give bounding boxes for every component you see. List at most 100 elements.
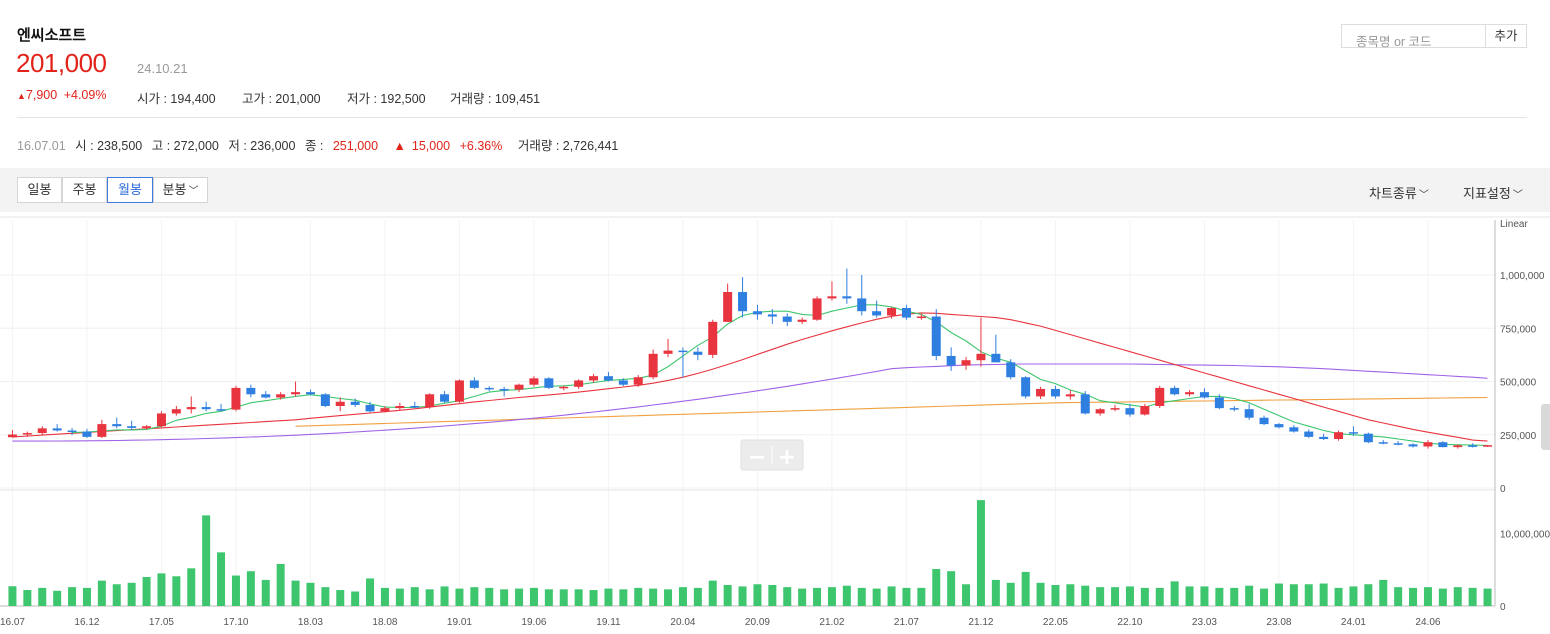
up-arrow-icon: ▲ bbox=[393, 139, 406, 153]
volume-bar bbox=[1200, 586, 1209, 606]
candle bbox=[916, 316, 926, 319]
tab-week[interactable]: 주봉 bbox=[62, 177, 107, 203]
candle bbox=[872, 311, 882, 316]
hover-change: ▲ 15,000 +6.36% bbox=[393, 139, 503, 153]
volume-bar bbox=[1066, 584, 1075, 606]
candle bbox=[425, 394, 435, 408]
volume-bar bbox=[38, 587, 47, 606]
volume-bar bbox=[559, 589, 568, 606]
ma20-line bbox=[12, 312, 1488, 442]
x-tick-label: 18.03 bbox=[298, 617, 323, 628]
candle bbox=[261, 394, 271, 398]
candle bbox=[22, 433, 32, 435]
volume-bar bbox=[544, 589, 553, 606]
candle bbox=[1438, 442, 1448, 448]
change-amount: 7,900 bbox=[25, 88, 58, 102]
side-panel-handle[interactable] bbox=[1541, 404, 1550, 450]
volume-bar bbox=[902, 587, 911, 606]
candle bbox=[544, 378, 554, 388]
candle bbox=[1036, 388, 1046, 397]
candle bbox=[37, 428, 47, 434]
candle bbox=[112, 424, 122, 427]
volume-bar bbox=[1438, 588, 1447, 606]
volume-bar bbox=[634, 587, 643, 606]
candle bbox=[231, 387, 241, 410]
x-tick-label: 22.10 bbox=[1117, 617, 1142, 628]
volume-bar bbox=[1036, 582, 1045, 606]
volume-bar bbox=[1304, 584, 1313, 606]
candle bbox=[1304, 431, 1314, 437]
candle bbox=[216, 409, 226, 411]
candle bbox=[1393, 443, 1403, 445]
candle bbox=[857, 298, 867, 312]
volume-bar bbox=[1125, 586, 1134, 606]
chart-type-menu[interactable]: 차트종류 ﹀ bbox=[1369, 186, 1429, 201]
candle bbox=[97, 424, 107, 437]
hover-volume: 거래량 : 2,726,441 bbox=[517, 139, 619, 153]
tab-month[interactable]: 월봉 bbox=[107, 177, 153, 203]
volume-bar bbox=[336, 590, 345, 606]
hover-high: 고 : 272,000 bbox=[151, 139, 219, 153]
stock-name: 엔씨소프트 bbox=[17, 27, 87, 44]
y-tick-label: 1,000,000 bbox=[1500, 271, 1545, 282]
candle bbox=[1110, 408, 1120, 410]
volume-bar bbox=[1081, 585, 1090, 606]
search-input[interactable]: 종목명 or 코드 bbox=[1341, 24, 1486, 49]
candle bbox=[931, 316, 941, 356]
volume-bar bbox=[574, 589, 583, 606]
candle bbox=[991, 353, 1001, 363]
x-tick-label: 21.12 bbox=[968, 617, 993, 628]
volume-bar bbox=[112, 584, 121, 606]
add-button[interactable]: 추가 bbox=[1486, 24, 1527, 48]
volume-bar bbox=[619, 589, 628, 606]
candle bbox=[961, 360, 971, 366]
zoom-in-icon[interactable]: + bbox=[778, 445, 796, 470]
candle bbox=[82, 431, 92, 437]
volume-bar bbox=[276, 563, 285, 606]
volume-bar bbox=[1468, 587, 1477, 606]
hover-low: 저 : 236,000 bbox=[228, 139, 296, 153]
x-tick-label: 18.08 bbox=[372, 617, 397, 628]
volume-bar bbox=[157, 573, 166, 606]
volume-bar bbox=[1423, 587, 1432, 606]
x-tick-label: 17.05 bbox=[149, 617, 174, 628]
volume-bar bbox=[1021, 571, 1030, 606]
volume-bar bbox=[589, 590, 598, 606]
candle bbox=[589, 376, 599, 381]
price-date: 24.10.21 bbox=[137, 61, 188, 76]
price-change: ▲7,900 +4.09% bbox=[17, 88, 106, 102]
candle bbox=[186, 407, 196, 410]
x-tick-label: 21.07 bbox=[894, 617, 919, 628]
candle bbox=[469, 380, 479, 388]
volume-bar bbox=[1170, 581, 1179, 606]
volume-bar bbox=[172, 576, 181, 606]
candle bbox=[887, 308, 897, 316]
candle bbox=[1095, 409, 1105, 414]
candle bbox=[901, 308, 911, 318]
volume-bar bbox=[82, 587, 91, 606]
tab-day[interactable]: 일봉 bbox=[17, 177, 62, 203]
current-price: 201,000 bbox=[16, 48, 107, 78]
volume-bar bbox=[440, 586, 449, 606]
volume-bar bbox=[693, 587, 702, 606]
candle bbox=[1363, 433, 1373, 443]
open-price: 시가 : 194,400 bbox=[137, 92, 216, 106]
volume-bar bbox=[127, 582, 136, 606]
volume-bar bbox=[202, 515, 211, 606]
x-tick-label: 17.10 bbox=[223, 617, 248, 628]
volume-bar bbox=[813, 587, 822, 606]
volume-bar bbox=[1215, 587, 1224, 606]
volume-bar bbox=[68, 587, 77, 606]
candle bbox=[797, 319, 807, 322]
indicator-menu[interactable]: 지표설정 ﹀ bbox=[1463, 186, 1523, 201]
chevron-down-icon: ﹀ bbox=[188, 186, 199, 197]
candle bbox=[1468, 445, 1478, 447]
candle bbox=[1199, 392, 1209, 398]
candle bbox=[1080, 394, 1090, 414]
candle bbox=[171, 409, 181, 414]
zoom-out-icon[interactable]: − bbox=[748, 445, 766, 470]
tab-minute[interactable]: 분봉 ﹀ bbox=[153, 177, 208, 203]
hover-open: 시 : 238,500 bbox=[75, 139, 143, 153]
volume-bar bbox=[1394, 587, 1403, 606]
